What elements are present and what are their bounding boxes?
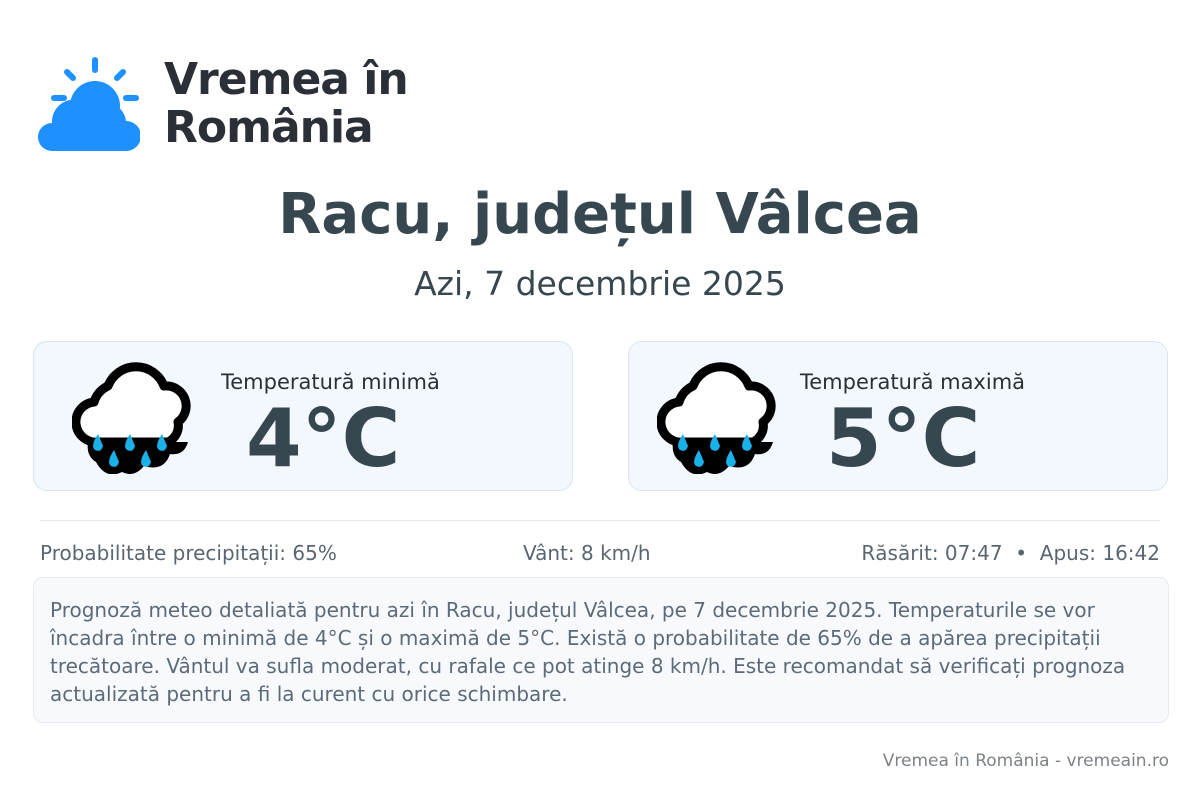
divider (40, 520, 1160, 521)
max-temp-card: Temperatură maximă 5°C (628, 341, 1168, 491)
sun-cloud-icon (38, 57, 140, 151)
wind-stat: Vânt: 8 km/h (523, 541, 651, 565)
max-temp-value: 5°C (826, 392, 981, 485)
sun-times-stat: Răsărit: 07:47 • Apus: 16:42 (861, 541, 1160, 565)
min-temp-card: Temperatură minimă 4°C (33, 341, 573, 491)
forecast-description: Prognoză meteo detaliată pentru azi în R… (33, 577, 1169, 723)
page-subtitle: Azi, 7 decembrie 2025 (414, 264, 786, 303)
logo[interactable]: Vremea în România (38, 54, 409, 153)
rain-cloud-icon (72, 362, 191, 474)
brand-line2: România (164, 102, 374, 153)
min-temp-value: 4°C (246, 392, 401, 485)
brand-name: Vremea în România (164, 54, 409, 153)
footer-credit[interactable]: Vremea în România - vremeain.ro (882, 751, 1169, 771)
brand-line1: Vremea în (164, 54, 409, 105)
max-temp-label: Temperatură maximă (800, 370, 1026, 394)
rain-cloud-icon (657, 362, 776, 474)
page-title: Racu, județul Vâlcea (278, 182, 922, 247)
min-temp-label: Temperatură minimă (221, 370, 440, 394)
precipitation-stat: Probabilitate precipitații: 65% (40, 541, 337, 565)
